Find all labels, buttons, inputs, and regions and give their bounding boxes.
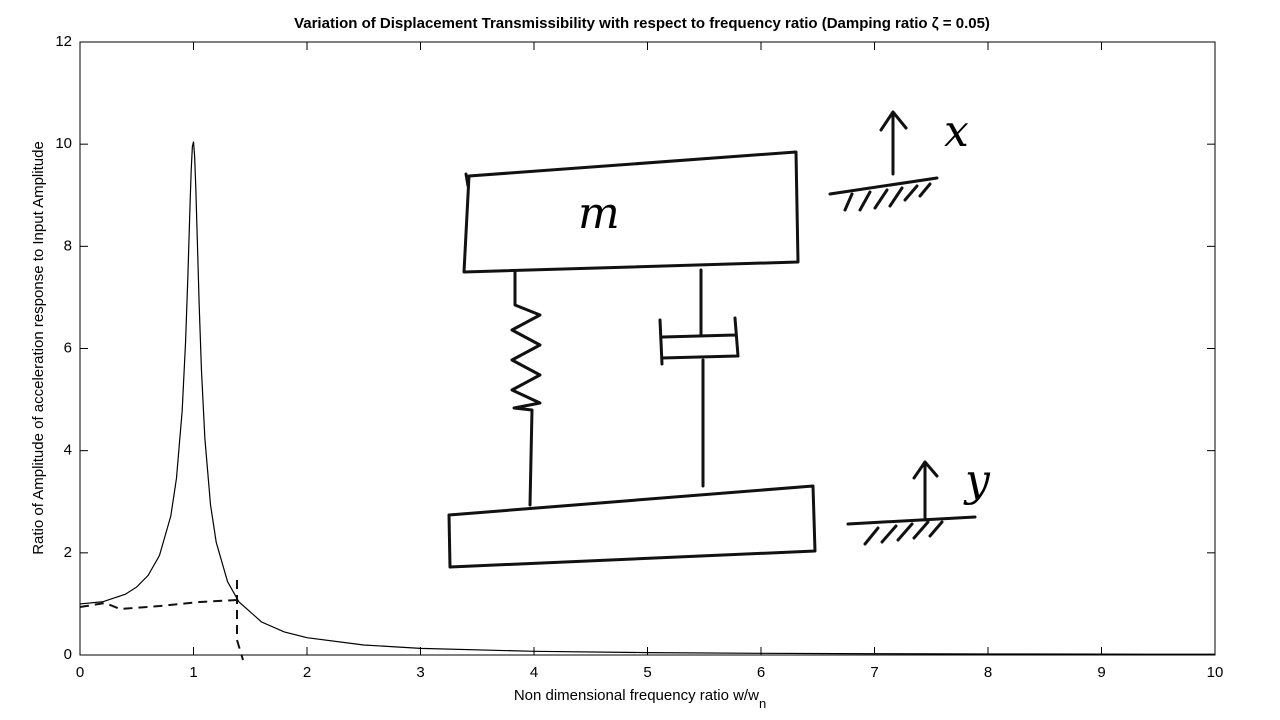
x-tick-label: 7 bbox=[870, 664, 878, 681]
x-tick-label: 1 bbox=[189, 664, 197, 681]
y-label-annotation: y bbox=[963, 455, 991, 506]
y-tick-label: 0 bbox=[64, 646, 72, 663]
y-tick-label: 2 bbox=[64, 544, 72, 561]
x-axis-label-subscript: n bbox=[759, 696, 766, 711]
y-axis-label: Ratio of Amplitude of acceleration respo… bbox=[30, 141, 47, 555]
mass-label: m bbox=[578, 188, 620, 239]
x-tick-label: 2 bbox=[303, 664, 311, 681]
x-tick-label: 9 bbox=[1097, 664, 1105, 681]
x-tick-label: 6 bbox=[757, 664, 765, 681]
y-tick-label: 10 bbox=[55, 135, 72, 152]
y-tick-label: 8 bbox=[64, 237, 72, 254]
y-tick-label: 6 bbox=[64, 339, 72, 356]
x-tick-label: 4 bbox=[530, 664, 538, 681]
x-tick-label: 3 bbox=[416, 664, 424, 681]
y-tick-label: 4 bbox=[64, 442, 72, 459]
x-label-annotation: x bbox=[944, 106, 969, 157]
x-axis-label: Non dimensional frequency ratio w/wn bbox=[514, 687, 766, 711]
x-tick-label: 8 bbox=[984, 664, 992, 681]
x-axis-label-main: Non dimensional frequency ratio w/w bbox=[514, 687, 759, 704]
y-tick-label: 12 bbox=[55, 33, 72, 50]
x-tick-label: 5 bbox=[643, 664, 651, 681]
x-tick-label: 10 bbox=[1207, 664, 1224, 681]
data-line bbox=[79, 141, 1216, 655]
x-tick-label: 0 bbox=[76, 664, 84, 681]
chart-title: Variation of Displacement Transmissibili… bbox=[294, 15, 990, 32]
plot-frame bbox=[79, 41, 1216, 656]
sketch: m x y bbox=[79, 106, 991, 661]
